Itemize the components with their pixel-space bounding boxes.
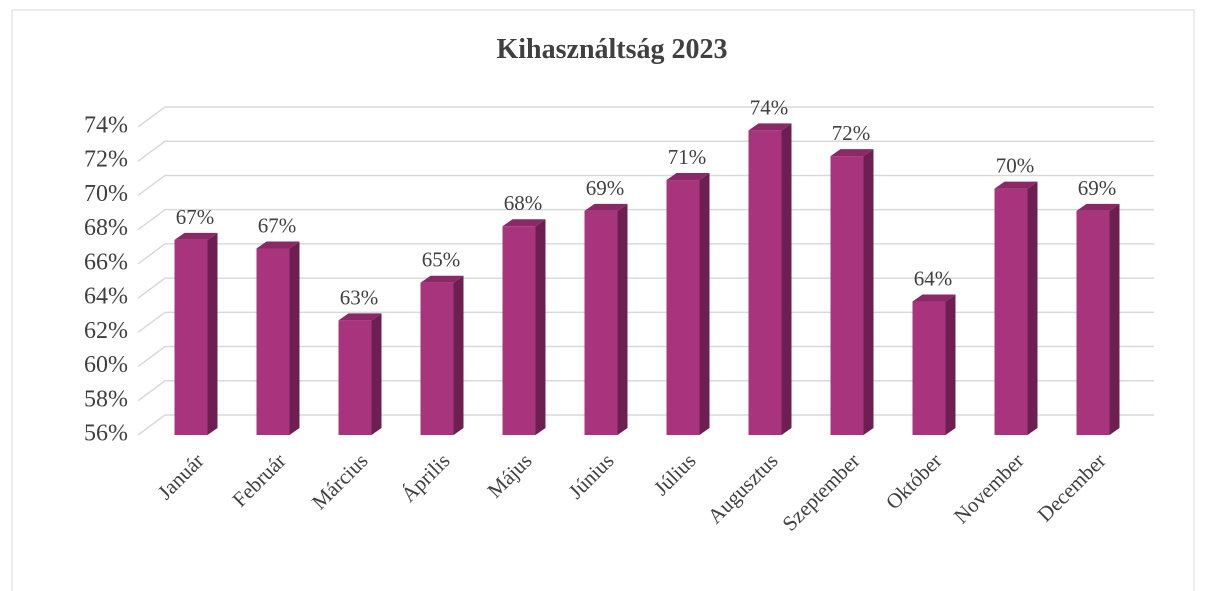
grid-line xyxy=(137,380,1154,402)
grid-line xyxy=(137,174,1154,197)
grid-line xyxy=(137,140,1154,162)
bar xyxy=(502,219,546,435)
bar xyxy=(420,275,464,435)
y-tick-label: 58% xyxy=(84,386,128,412)
bar-front xyxy=(1076,210,1110,435)
y-tick-label: 64% xyxy=(84,284,128,310)
data-label: 64% xyxy=(914,267,953,291)
bar-side xyxy=(1027,181,1038,435)
data-label: 67% xyxy=(176,205,215,229)
bar-side xyxy=(863,149,874,436)
y-tick-label: 72% xyxy=(84,147,128,173)
bar-front xyxy=(830,156,864,436)
bar xyxy=(584,203,628,435)
data-label: 63% xyxy=(340,285,379,309)
data-label: 74% xyxy=(750,95,789,119)
y-tick-label: 60% xyxy=(84,352,128,378)
bar-front xyxy=(420,282,454,435)
bar-front xyxy=(338,320,372,435)
grid-line xyxy=(137,414,1154,436)
bar-top xyxy=(338,313,382,321)
bar xyxy=(256,241,300,435)
bar-side xyxy=(371,313,382,435)
y-tick-label: 56% xyxy=(84,421,128,447)
grid-line xyxy=(137,277,1154,299)
bar-top xyxy=(420,275,464,283)
bar-front xyxy=(174,239,208,435)
bar-side xyxy=(699,173,710,436)
bar xyxy=(912,294,956,435)
bar-side xyxy=(289,241,300,435)
y-tick-label: 62% xyxy=(84,318,128,344)
y-tick-label: 70% xyxy=(84,181,128,207)
data-label: 72% xyxy=(832,121,871,145)
bar-side xyxy=(207,232,218,435)
grid-line xyxy=(137,106,1154,128)
y-tick-label: 68% xyxy=(84,215,128,241)
data-label: 70% xyxy=(996,154,1035,178)
bar-top xyxy=(748,123,792,131)
bar xyxy=(666,173,710,436)
y-tick-label: 74% xyxy=(84,113,128,139)
bar-top xyxy=(830,149,874,157)
bar-top xyxy=(174,232,218,240)
data-label: 68% xyxy=(504,191,543,215)
bar-side xyxy=(781,123,792,435)
bar xyxy=(1076,203,1120,435)
grid-line xyxy=(137,311,1154,333)
y-tick-label: 66% xyxy=(84,249,128,275)
bar-top xyxy=(666,173,710,181)
bar-front xyxy=(994,188,1028,435)
bar xyxy=(748,123,792,435)
grid-line xyxy=(137,345,1154,368)
data-label: 67% xyxy=(258,213,297,237)
bar-top xyxy=(994,181,1038,189)
bar-side xyxy=(535,219,546,435)
data-label: 71% xyxy=(668,145,707,169)
bar-front xyxy=(748,130,782,435)
bar-side xyxy=(617,203,628,435)
bar-top xyxy=(1076,203,1120,211)
bar xyxy=(830,149,874,436)
bar xyxy=(174,232,218,435)
bar xyxy=(338,313,382,435)
grid-line xyxy=(137,243,1154,265)
data-label: 69% xyxy=(1078,176,1117,200)
bar-side xyxy=(1109,203,1120,435)
bar-side xyxy=(945,294,956,435)
bar-front xyxy=(666,180,700,435)
bar-top xyxy=(256,241,300,249)
bar-front xyxy=(584,210,618,435)
bar-side xyxy=(453,275,464,435)
bar-front xyxy=(912,301,946,435)
bar-front xyxy=(256,248,290,435)
bar-top xyxy=(912,294,956,302)
data-label: 65% xyxy=(422,248,461,272)
bar xyxy=(994,181,1038,435)
data-label: 69% xyxy=(586,176,625,200)
bar-top xyxy=(584,203,628,211)
chart-title: Kihasználtság 2023 xyxy=(496,34,727,65)
grid-line xyxy=(137,208,1154,231)
bar-top xyxy=(502,219,546,227)
bar-front xyxy=(502,226,536,435)
